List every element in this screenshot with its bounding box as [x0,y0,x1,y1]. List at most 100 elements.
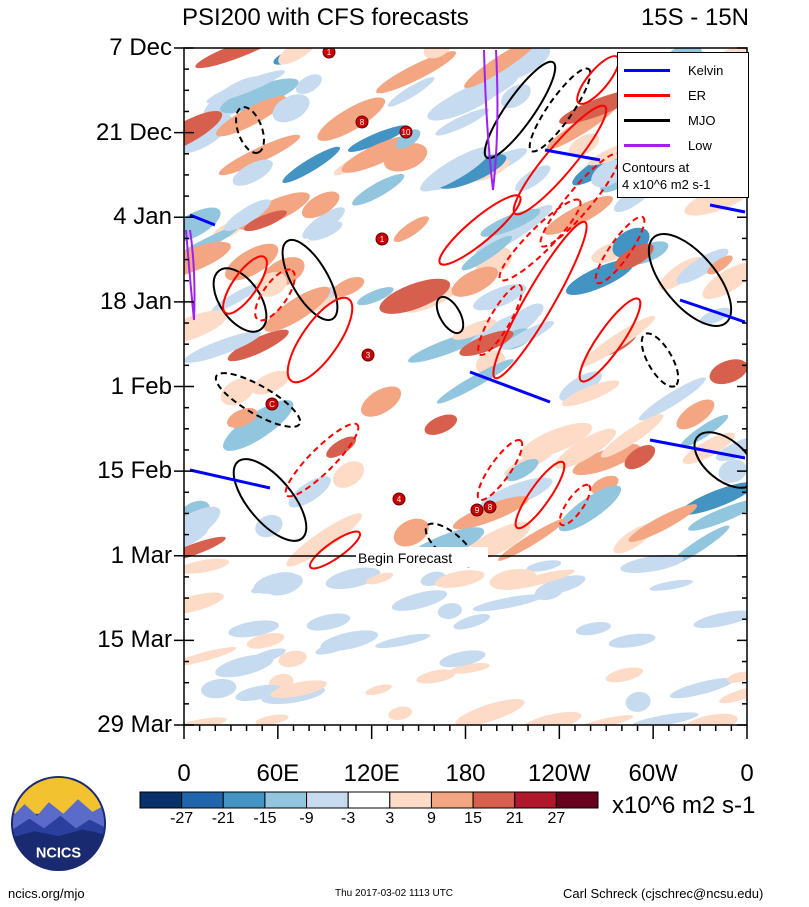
anomaly-blob-forecast [388,706,413,721]
contour-mjo [235,106,265,154]
anomaly-blob-forecast [455,699,525,725]
axis-ticks [174,47,748,739]
anomaly-blob-forecast [366,572,394,585]
legend-low-line [624,144,670,147]
legend-contour-note: Contours at 4 x10^6 m2 s-1 [622,159,710,193]
storm-label: 9 [475,506,480,515]
anomaly-blob-forecast [608,633,656,648]
anomaly-blob-forecast [625,691,651,712]
colorbar-segment [430,791,474,809]
contour-er [438,194,522,266]
colorbar-label: -3 [341,810,356,827]
legend-mjo: MJO [618,111,748,131]
anomaly-blob-forecast [472,594,544,612]
anomaly-blob-forecast [526,560,562,572]
anomaly-blob [224,199,271,232]
anomaly-blob-forecast [693,610,747,629]
colorbar-label: -21 [211,810,235,827]
legend-er-label: ER [688,88,707,103]
anomaly-blob [227,407,258,428]
contour-er [286,296,354,384]
contour-low [483,49,499,191]
anomaly-blob [326,436,357,458]
colorbar-label: 15 [464,810,482,827]
anomaly-blob [435,108,490,136]
anomaly-blob [215,95,287,137]
storm-icon [392,492,406,506]
anomaly-blob-forecast [184,717,227,725]
anomaly-blob [220,378,255,406]
anomaly-blob [332,277,365,297]
storm-label: 10 [402,128,411,137]
anomaly-blob [473,283,527,311]
legend-low-label: Low [688,138,712,153]
anomaly-blob-forecast [228,620,279,638]
contour-mjo [232,458,308,542]
contour-mjo [435,295,465,335]
anomaly-blob [288,476,331,508]
anomaly-blob [614,243,654,270]
anomaly-blob [424,414,458,435]
anomaly-blob [243,210,287,232]
anomaly-blob-forecast [620,554,684,573]
anomaly-blob [480,208,541,237]
storm-label: C [269,400,275,409]
contour-kelvin [709,203,746,214]
colorbar-segment [347,791,391,809]
storm-label: 3 [366,351,371,360]
storm-icon [399,125,413,139]
anomaly-blob-forecast [278,650,307,668]
anomaly-blob [223,400,294,451]
storm-marker: 1 [322,48,336,59]
anomaly-blob-forecast [434,570,485,588]
colorbar-segment [555,791,599,809]
colorbar-segment [139,791,183,809]
anomaly-blob-forecast [375,633,431,649]
contour-mjo [214,372,302,428]
anomaly-blob [676,399,715,430]
storm-label: 8 [360,118,365,127]
contour-er [514,460,566,530]
anomaly-blob [628,504,698,542]
anomaly-blob [558,485,622,532]
anomaly-blob-forecast [235,684,282,702]
anomaly-blob-forecast [365,684,392,696]
footer-url: ncics.org/mjo [8,886,85,901]
y-tick-label: 21 Dec [95,118,172,146]
contour-er [476,438,524,502]
legend-er-line [624,94,670,97]
storm-marker: 1 [375,232,389,246]
x-tick-label: 180 [445,760,486,787]
anomaly-blob [680,482,747,515]
colorbar-label: 9 [427,810,436,827]
anomaly-blob [682,432,735,465]
contour-mjo [281,239,339,321]
anomaly-blob [676,248,729,284]
legend-kelvin: Kelvin [618,61,748,81]
x-tick-label: 60E [256,760,300,787]
anomaly-blob-forecast [536,575,586,596]
anomaly-blob [317,97,386,141]
anomaly-blob [452,319,497,340]
legend-kelvin-line [624,69,670,72]
storm-icon [361,348,375,362]
anomaly-blob-forecast [439,650,486,668]
anomaly-blob-forecast [255,714,289,725]
contour-er [477,284,523,356]
anomaly-blob [272,94,310,123]
colorbar-segment [264,791,308,809]
anomaly-blob [361,386,402,417]
anomaly-blob [568,133,600,157]
contour-er [594,215,646,285]
contour-kelvin [649,438,746,460]
anomaly-blob-forecast [306,613,351,631]
colorbar-segment [389,791,432,809]
anomaly-blob [307,221,343,241]
anomaly-blob [519,422,593,459]
anomaly-blob [420,146,491,192]
anomaly-blob [218,134,301,176]
anomaly-blob-forecast [649,579,694,591]
anomaly-blob-forecast [391,590,448,611]
storm-icon [483,500,497,514]
